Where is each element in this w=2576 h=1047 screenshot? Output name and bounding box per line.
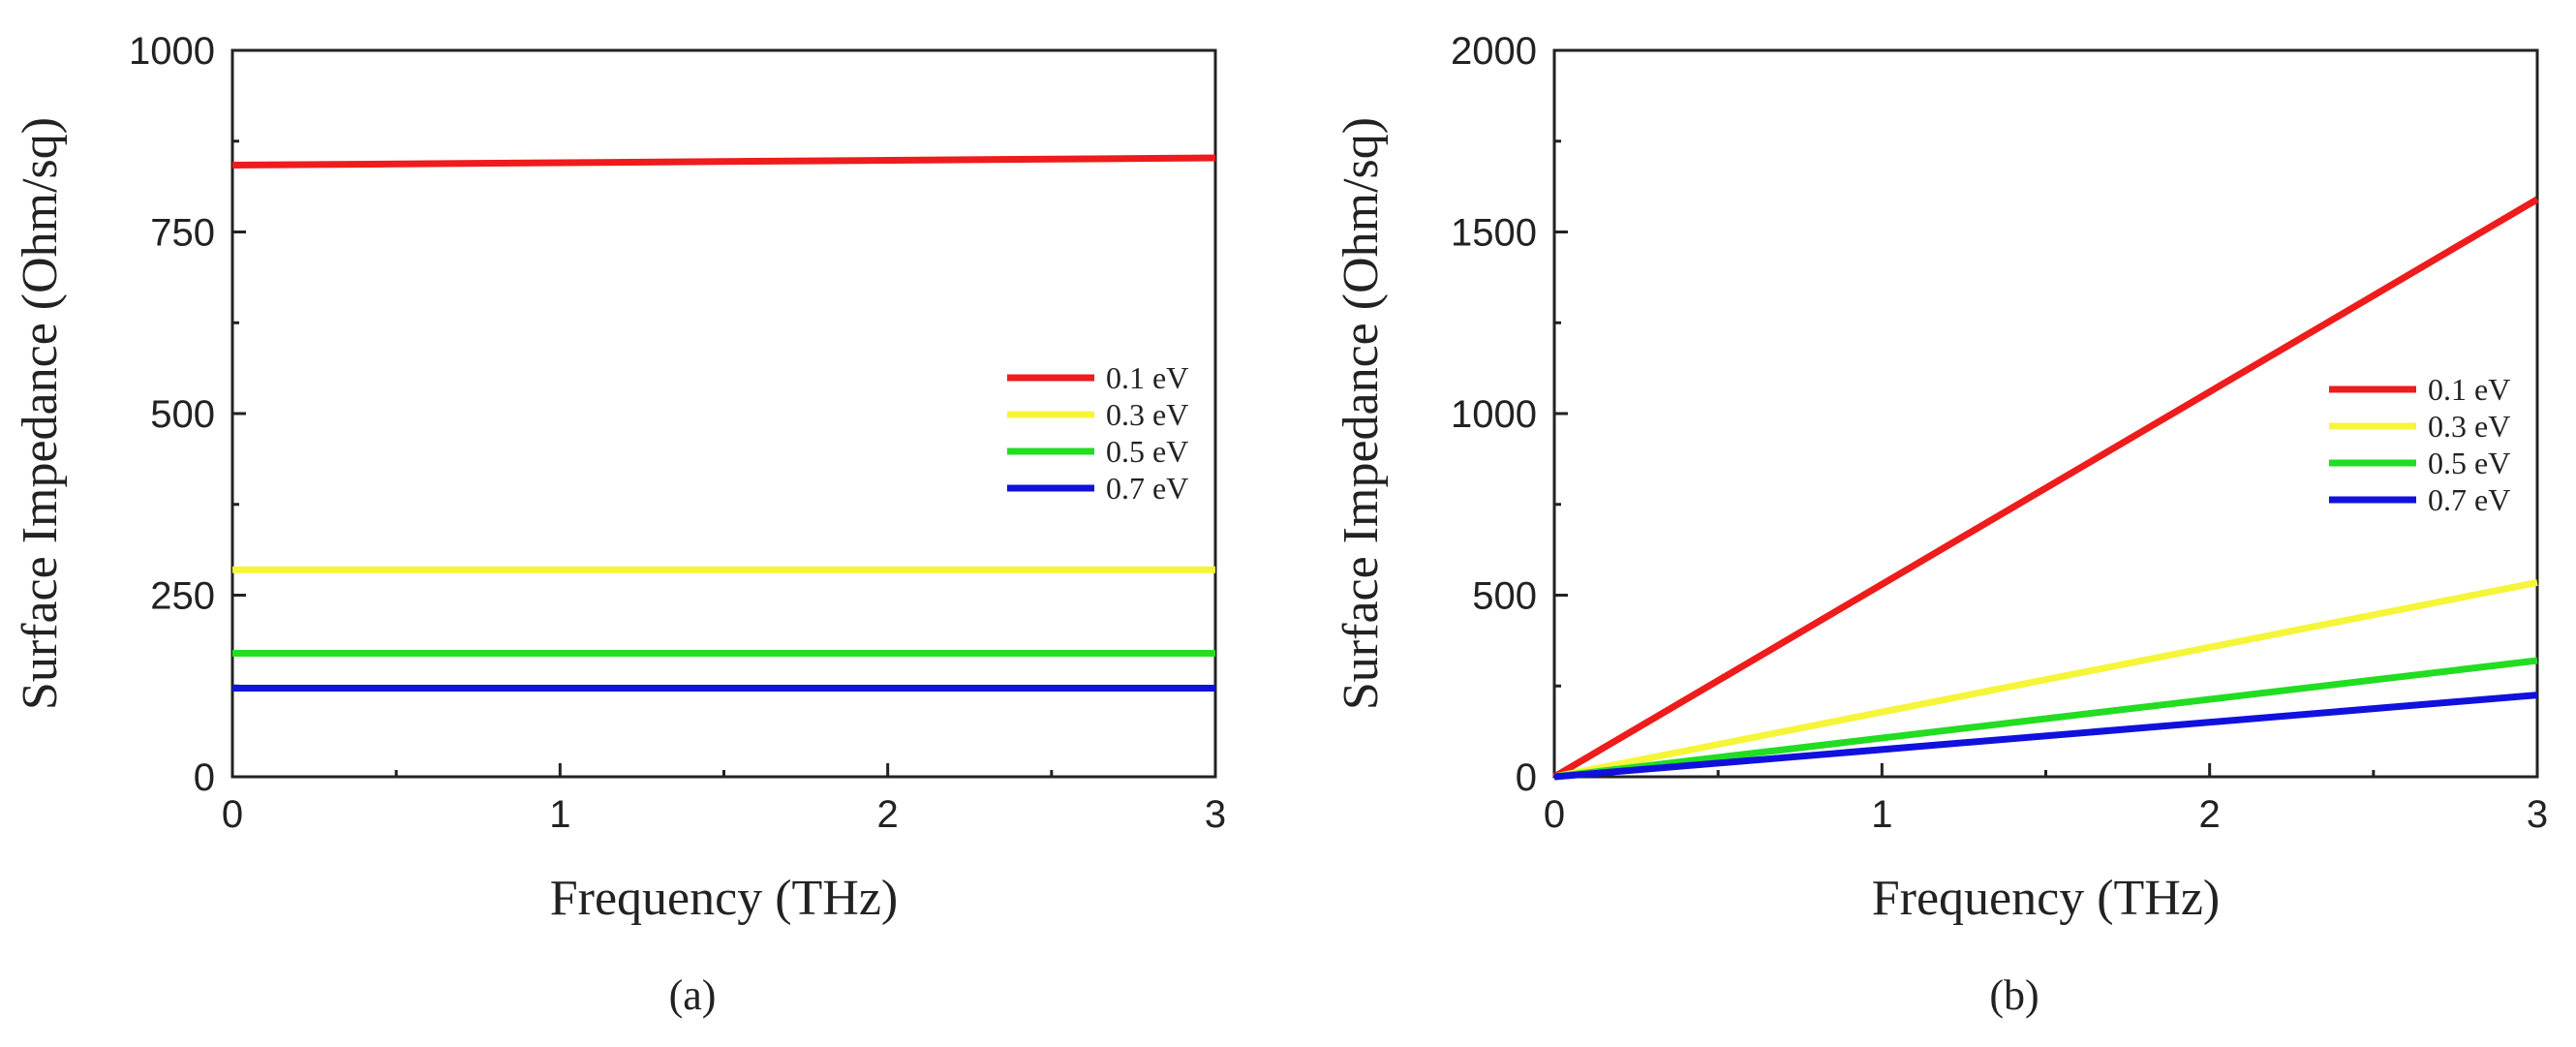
y-tick-label: 1000 <box>129 30 215 73</box>
y-axis-title: Surface Impedance (Ohm/sq) <box>1334 117 1389 710</box>
x-tick-label: 0 <box>222 793 243 836</box>
x-tick-label: 3 <box>1205 793 1226 836</box>
plot-frame <box>1552 48 2539 779</box>
legend-label: 0.7 eV <box>2428 482 2510 517</box>
x-tick-label: 1 <box>1871 793 1892 836</box>
y-tick-label: 500 <box>150 393 215 436</box>
legend-label: 0.3 eV <box>2428 409 2510 444</box>
legend-label: 0.3 eV <box>1106 397 1188 432</box>
x-tick-label: 0 <box>1544 793 1565 836</box>
series-line-0-1-eV <box>231 154 1216 169</box>
y-tick-label: 500 <box>1472 575 1537 618</box>
series-line-0-5-eV <box>1553 657 2538 781</box>
series-line-0-3-eV <box>1553 578 2538 781</box>
y-tick-label: 0 <box>1516 756 1537 799</box>
x-tick-label: 3 <box>2527 793 2548 836</box>
y-tick-label: 1000 <box>1451 393 1537 436</box>
x-tick-label: 2 <box>877 793 899 836</box>
chart-panel-a: 0 1 2 3 0 250 500 750 1000 0.1 eV0.3 eV0.5 eV0.7 … <box>13 30 1226 1019</box>
y-axis-title: Surface Impedance (Ohm/sq) <box>13 117 68 710</box>
y-tick-label: 0 <box>194 756 215 799</box>
legend-label: 0.5 eV <box>2428 446 2510 480</box>
x-axis-title: Frequency (THz) <box>1872 871 2221 926</box>
x-tick-label: 1 <box>549 793 570 836</box>
y-tick-label: 1500 <box>1451 212 1537 255</box>
x-tick-label: 2 <box>2199 793 2221 836</box>
legend-label: 0.5 eV <box>1106 434 1188 469</box>
y-tick-label: 750 <box>150 212 215 255</box>
y-tick-label: 250 <box>150 575 215 618</box>
series-line-0-1-eV <box>1552 196 2539 781</box>
legend-label: 0.1 eV <box>1106 360 1188 395</box>
legend-label: 0.7 eV <box>1106 471 1188 506</box>
x-axis-title: Frequency (THz) <box>550 871 899 926</box>
panel-caption: (b) <box>1989 971 2039 1019</box>
series-line-0-7-eV <box>1553 692 2538 781</box>
panel-caption: (a) <box>669 971 717 1019</box>
chart-panel-b: 0 1 2 3 0 500 1000 1500 2000 0.1 eV0.3 eV0.5 eV0.… <box>1334 30 2548 1019</box>
y-tick-label: 2000 <box>1451 30 1537 73</box>
legend-label: 0.1 eV <box>2428 372 2510 407</box>
